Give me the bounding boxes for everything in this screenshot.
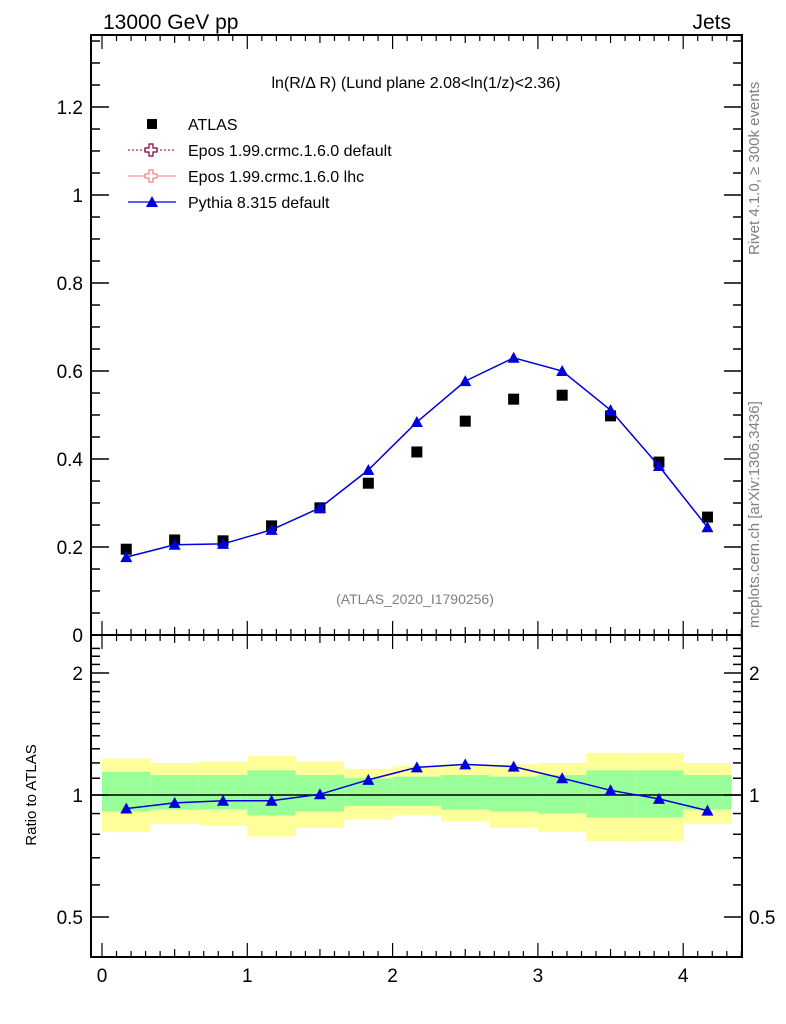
ratio-y-tick-label-right: 1 [749, 786, 760, 807]
ratio-pythia-point [410, 761, 423, 773]
ratio-pythia-point [459, 758, 472, 770]
pythia-point [362, 464, 375, 475]
ratio-bands [102, 752, 732, 842]
y-tick-label: 0.4 [57, 450, 84, 471]
x-tick-label: 1 [242, 966, 253, 987]
ratio-x-axis: 0 1 2 3 4 [97, 635, 742, 987]
y-tick-label: 1.2 [57, 98, 83, 119]
ratio-pythia-point [604, 784, 617, 796]
ratio-y-tick-label-right: 0.5 [749, 908, 775, 929]
x-tick-label: 0 [97, 966, 108, 987]
pythia-point [120, 551, 133, 563]
legend-marker-pythia [146, 196, 158, 207]
atlas-point [701, 511, 713, 523]
ratio-pythia-point [217, 794, 230, 806]
y-tick-label: 0.2 [57, 538, 83, 559]
legend-marker-atlas [147, 119, 157, 129]
ratio-band-stat [489, 776, 538, 812]
header-left-label: 13000 GeV pp [103, 11, 238, 34]
ratio-band-stat [440, 775, 490, 810]
pythia-point [168, 538, 181, 550]
pythia-point [701, 521, 714, 533]
ratio-y-tick-label-left: 1 [72, 786, 83, 807]
atlas-point [411, 446, 423, 458]
atlas-point [556, 389, 568, 401]
main-panel: 0 0.2 0.4 0.6 0.8 1 1.2 ln(R/Δ R) (Lund plane … [57, 34, 743, 647]
legend-label-pythia: Pythia 8.315 default [188, 195, 330, 212]
atlas-point [362, 477, 374, 489]
pythia-point [556, 365, 569, 376]
ratio-pythia-point [265, 794, 278, 806]
ratio-series [120, 758, 714, 816]
atlas-point [120, 543, 132, 555]
x-tick-label: 4 [678, 966, 689, 987]
pythia-point [313, 501, 326, 513]
pythia-point [652, 460, 665, 472]
ratio-pythia-point [168, 796, 181, 808]
ratio-pythia-point [556, 772, 569, 784]
pythia-point [604, 404, 617, 416]
ratio-frame [90, 634, 743, 958]
ratio-pythia-point [701, 804, 714, 816]
main-y-axis: 0 0.2 0.4 0.6 0.8 1 1.2 [57, 40, 742, 647]
ratio-y-axis-label: Ratio to ATLAS [23, 744, 40, 845]
mcplots-label: mcplots.cern.ch [arXiv:1306.3436] [746, 401, 763, 628]
atlas-point [508, 393, 520, 405]
ratio-band-stat [392, 776, 441, 806]
y-tick-label: 0 [72, 626, 83, 647]
pythia-point [507, 351, 520, 363]
legend: ATLAS Epos 1.99.crmc.1.6.0 default Epos 1.… [128, 117, 392, 212]
ratio-band-stat [683, 775, 732, 810]
x-tick-label: 2 [387, 966, 398, 987]
legend-label-epos_lhc: Epos 1.99.crmc.1.6.0 lhc [188, 169, 364, 186]
pythia-point [459, 375, 472, 387]
ratio-pythia-point [362, 773, 375, 785]
y-tick-label: 0.8 [57, 274, 83, 295]
y-tick-label: 0.6 [57, 362, 83, 383]
atlas-point [605, 410, 617, 422]
plot-title: ln(R/Δ R) (Lund plane 2.08<ln(1/z)<2.36) [271, 75, 560, 92]
x-tick-label: 3 [533, 966, 544, 987]
pythia-point [217, 537, 230, 549]
ratio-pythia-point [313, 788, 326, 800]
legend-label-atlas: ATLAS [188, 117, 238, 134]
ratio-panel: 0.5 0.5 1 1 2 2 0 1 2 3 4 Ratio to ATLAS [23, 634, 775, 987]
ratio-y-tick-label-left: 2 [72, 664, 83, 685]
ratio-y-tick-label-left: 0.5 [57, 908, 83, 929]
ratio-band-stat [247, 770, 296, 816]
legend-marker-epos_lhc [144, 169, 158, 183]
ratio-y-tick-label-right: 2 [749, 664, 760, 685]
pythia-point [265, 523, 278, 535]
header-right-label: Jets [692, 11, 731, 34]
main-series [120, 351, 714, 563]
pythia-point [410, 416, 423, 428]
legend-label-epos_default: Epos 1.99.crmc.1.6.0 default [188, 143, 392, 160]
y-tick-label: 1 [72, 186, 83, 207]
atlas-point [459, 415, 471, 427]
analysis-watermark: (ATLAS_2020_I1790256) [336, 591, 494, 607]
ratio-pythia-point [120, 802, 133, 814]
ratio-pythia-point [507, 760, 520, 772]
ratio-y-axis: 0.5 0.5 1 1 2 2 [57, 647, 775, 929]
rivet-version-label: Rivet 4.1.0, ≥ 300k events [746, 82, 763, 255]
legend-marker-epos_default [144, 143, 158, 157]
ratio-pythia-point [652, 792, 665, 804]
